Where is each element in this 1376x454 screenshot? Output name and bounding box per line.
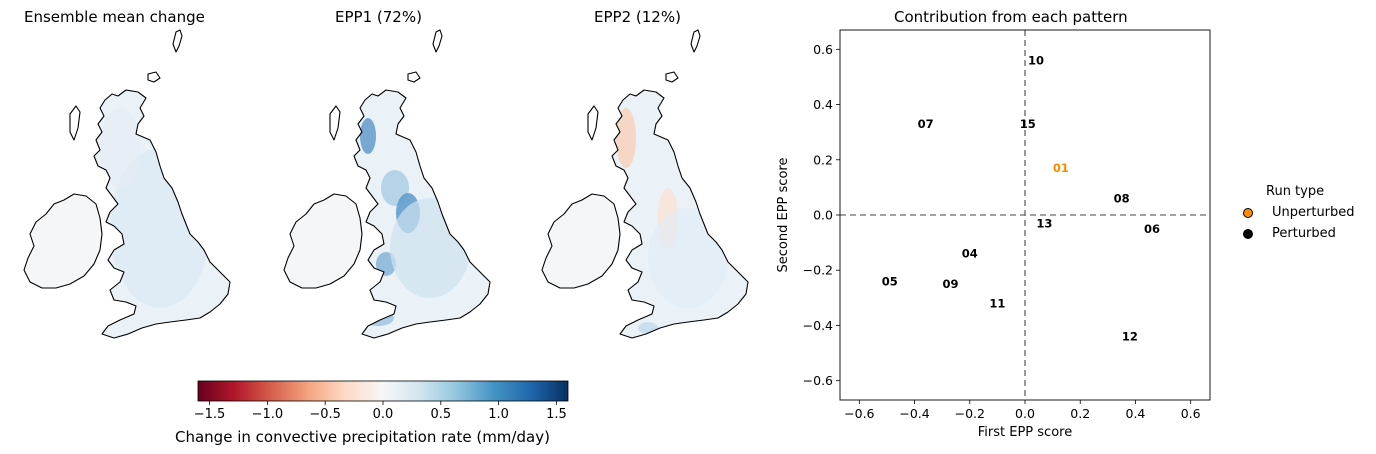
island-coastline: [587, 105, 599, 141]
point-run-01: 01: [1053, 161, 1069, 175]
y-tick-label: −0.6: [803, 373, 833, 388]
island-coastline: [690, 29, 701, 53]
map2-title: EPP1 (72%): [335, 8, 422, 26]
point-run-04: 04: [962, 247, 978, 261]
legend-marker-unperturbed: [1243, 207, 1253, 218]
point-run-05: 05: [882, 274, 898, 288]
ireland-coastline: [283, 193, 363, 289]
island-coastline: [69, 105, 81, 141]
x-axis-label: First EPP score: [978, 425, 1072, 440]
anomaly-patch: [638, 322, 658, 334]
colorbar-tick-label: 0.0: [373, 407, 394, 422]
legend-item-unperturbed: Unperturbed: [1238, 202, 1355, 223]
gb-coastline: [353, 89, 491, 339]
anomaly-patch: [648, 208, 728, 308]
x-tick-label: −0.6: [844, 406, 874, 421]
island-coastline: [147, 71, 161, 83]
point-run-11: 11: [989, 296, 1005, 310]
colorbar-gradient: [197, 380, 569, 402]
x-tick-label: 0.4: [1126, 406, 1146, 421]
legend-item-perturbed: Perturbed: [1238, 223, 1355, 244]
x-tick-label: 0.6: [1181, 406, 1201, 421]
y-tick-label: 0.2: [813, 152, 833, 167]
anomaly-patch: [360, 118, 376, 154]
colorbar-tick-label: 1.0: [488, 407, 509, 422]
y-tick-label: 0.6: [813, 42, 833, 57]
ireland-land: [24, 194, 102, 288]
colorbar-tick-label: −1.0: [252, 407, 284, 422]
map3-title: EPP2 (12%): [594, 8, 681, 26]
point-run-09: 09: [942, 277, 958, 291]
legend-marker-perturbed: [1243, 228, 1253, 239]
ireland-coastline: [541, 193, 621, 289]
colorbar: −1.5 −1.0 −0.5 0.0 0.5 1.0 1.5: [194, 380, 569, 422]
point-run-06: 06: [1144, 222, 1160, 236]
map-epp2: [541, 29, 749, 339]
y-axis-label: Second EPP score: [776, 158, 791, 273]
ireland-land: [284, 194, 362, 288]
point-run-15: 15: [1020, 117, 1036, 131]
map-epp1: [283, 29, 491, 339]
legend-label-unperturbed: Unperturbed: [1272, 205, 1355, 220]
island-coastline: [172, 29, 183, 53]
anomaly-patch: [390, 198, 470, 298]
colorbar-tick-label: 0.5: [430, 407, 451, 422]
point-run-10: 10: [1028, 53, 1044, 67]
island-coastline: [665, 71, 679, 83]
island-coastline: [407, 71, 421, 83]
anomaly-patch: [616, 108, 636, 168]
x-tick-label: 0.2: [1070, 406, 1090, 421]
colorbar-tick-label: −1.5: [194, 407, 226, 422]
point-run-08: 08: [1114, 191, 1130, 205]
colorbar-tick-label: 1.5: [546, 407, 567, 422]
gb-coastline: [93, 89, 231, 339]
chart-title: Contribution from each pattern: [894, 8, 1128, 26]
gb-coastline: [611, 89, 749, 339]
ireland-coastline: [23, 193, 103, 289]
anomaly-patch: [362, 310, 394, 326]
x-tick-label: −0.4: [899, 406, 929, 421]
colorbar-label: Change in convective precipitation rate …: [175, 428, 550, 446]
y-tick-label: 0.0: [813, 208, 833, 223]
point-run-12: 12: [1122, 329, 1138, 343]
x-tick-label: 0.0: [1015, 406, 1035, 421]
point-run-13: 13: [1036, 216, 1052, 230]
point-run-07: 07: [918, 117, 934, 131]
island-coastline: [432, 29, 443, 53]
y-tick-label: 0.4: [813, 97, 833, 112]
x-tick-label: −0.2: [955, 406, 985, 421]
anomaly-patch: [100, 108, 140, 188]
island-coastline: [329, 105, 341, 141]
legend: Run type Unperturbed Perturbed: [1238, 184, 1355, 244]
scatter-chart: −0.6 −0.4 −0.2 0.0 0.2 0.4 0.6 −0.6 −0.4 −0.2 0.0 0…: [776, 29, 1211, 440]
legend-title: Run type: [1266, 184, 1325, 199]
map-ensemble-mean: [23, 29, 231, 339]
y-tick-label: −0.2: [803, 263, 833, 278]
map1-title: Ensemble mean change: [24, 8, 205, 26]
legend-label-perturbed: Perturbed: [1272, 226, 1336, 241]
ireland-land: [542, 194, 620, 288]
y-tick-label: −0.4: [803, 318, 833, 333]
colorbar-tick-label: −0.5: [309, 407, 341, 422]
